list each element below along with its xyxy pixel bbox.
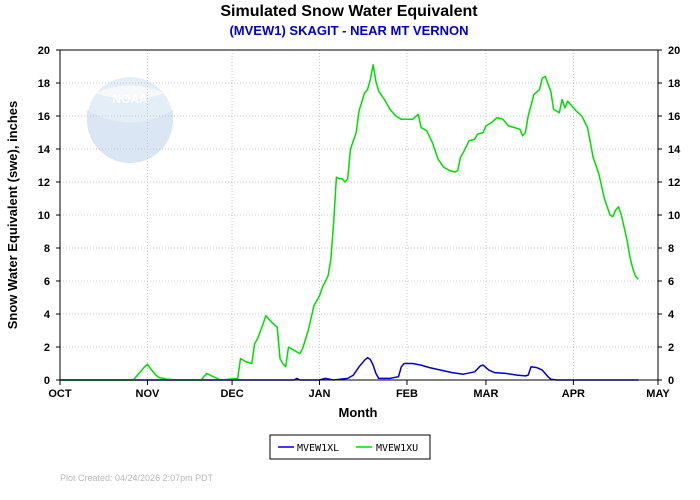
grid — [56, 49, 662, 385]
y-tick-label-right: 14 — [668, 144, 681, 156]
y-tick-label-right: 12 — [668, 177, 680, 189]
series-line-mvew1xl — [60, 356, 639, 381]
noaa-logo: NOAA — [87, 77, 173, 163]
x-tick-label: OCT — [48, 388, 72, 400]
plot-frame — [59, 49, 659, 381]
x-tick-label: FEB — [396, 388, 418, 400]
legend-box — [269, 434, 431, 460]
y-tick-label-right: 0 — [668, 375, 674, 387]
y-tick-label-left: 18 — [38, 78, 50, 90]
x-tick-label: NOV — [136, 388, 161, 400]
y-tick-label-left: 0 — [44, 375, 50, 387]
y-tick-label-right: 20 — [668, 45, 680, 57]
x-tick-label: MAR — [473, 388, 498, 400]
x-tick-label: JAN — [309, 388, 331, 400]
x-tick-label: DEC — [220, 388, 243, 400]
y-tick-label-right: 10 — [668, 210, 680, 222]
y-tick-label-left: 2 — [44, 342, 50, 354]
x-tick-label: MAY — [646, 388, 670, 400]
y-tick-label-left: 20 — [38, 45, 50, 57]
y-tick-label-right: 4 — [668, 309, 675, 321]
y-tick-label-left: 14 — [38, 144, 51, 156]
series-layer — [60, 64, 639, 381]
noaa-logo-text: NOAA — [112, 92, 148, 106]
y-tick-label-left: 12 — [38, 177, 50, 189]
y-tick-label-left: 6 — [44, 276, 50, 288]
x-axis-label: Month — [339, 405, 378, 420]
legend: MVEW1XL MVEW1XU — [269, 434, 431, 460]
legend-label-xl: MVEW1XL — [297, 443, 339, 454]
y-tick-label-left: 16 — [38, 111, 50, 123]
y-tick-label-left: 4 — [44, 309, 51, 321]
chart-subtitle: (MVEW1) SKAGIT - NEAR MT VERNON — [229, 23, 468, 38]
y-tick-label-left: 8 — [44, 243, 50, 255]
legend-label-xu: MVEW1XU — [376, 443, 418, 454]
chart-title: Simulated Snow Water Equivalent — [220, 3, 478, 20]
y-tick-label-right: 16 — [668, 111, 680, 123]
y-tick-label-left: 10 — [38, 210, 50, 222]
y-tick-label-right: 8 — [668, 243, 674, 255]
y-tick-label-right: 2 — [668, 342, 674, 354]
y-tick-label-right: 18 — [668, 78, 680, 90]
y-tick-label-right: 6 — [668, 276, 674, 288]
series-line-mvew1xu — [60, 64, 639, 381]
x-tick-label: APR — [562, 388, 585, 400]
y-axis-label: Snow Water Equivalent (swe), inches — [5, 101, 20, 330]
plot-created-footer: Plot Created: 04/24/2026 2:07pm PDT — [60, 473, 214, 483]
